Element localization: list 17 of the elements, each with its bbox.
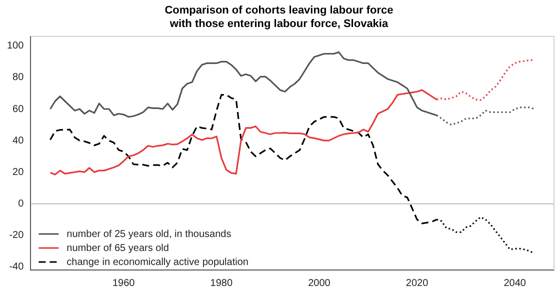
y-tick-label: 0 bbox=[18, 198, 24, 210]
x-tick-label: 2000 bbox=[308, 278, 331, 289]
y-tick-label: -40 bbox=[9, 262, 24, 273]
y-tick-label: 80 bbox=[12, 72, 24, 84]
x-tick-label: 1980 bbox=[210, 278, 233, 289]
legend-label: change in economically active population bbox=[66, 256, 248, 268]
legend-label: number of 65 years old bbox=[66, 242, 169, 254]
y-tick-label: -20 bbox=[9, 230, 24, 242]
y-tick-label: 100 bbox=[6, 40, 24, 52]
x-tick-label: 2020 bbox=[406, 278, 429, 289]
y-tick-label: 40 bbox=[12, 135, 24, 146]
y-tick-label: 20 bbox=[12, 166, 24, 178]
x-tick-label: 1960 bbox=[112, 278, 136, 289]
legend-label: number of 25 years old, in thousands bbox=[66, 228, 232, 240]
y-tick-label: 60 bbox=[12, 104, 24, 115]
x-tick-label: 2040 bbox=[504, 278, 526, 289]
chart-title: Comparison of cohorts leaving labour force with those entering labour force, Slovakia bbox=[164, 4, 394, 30]
